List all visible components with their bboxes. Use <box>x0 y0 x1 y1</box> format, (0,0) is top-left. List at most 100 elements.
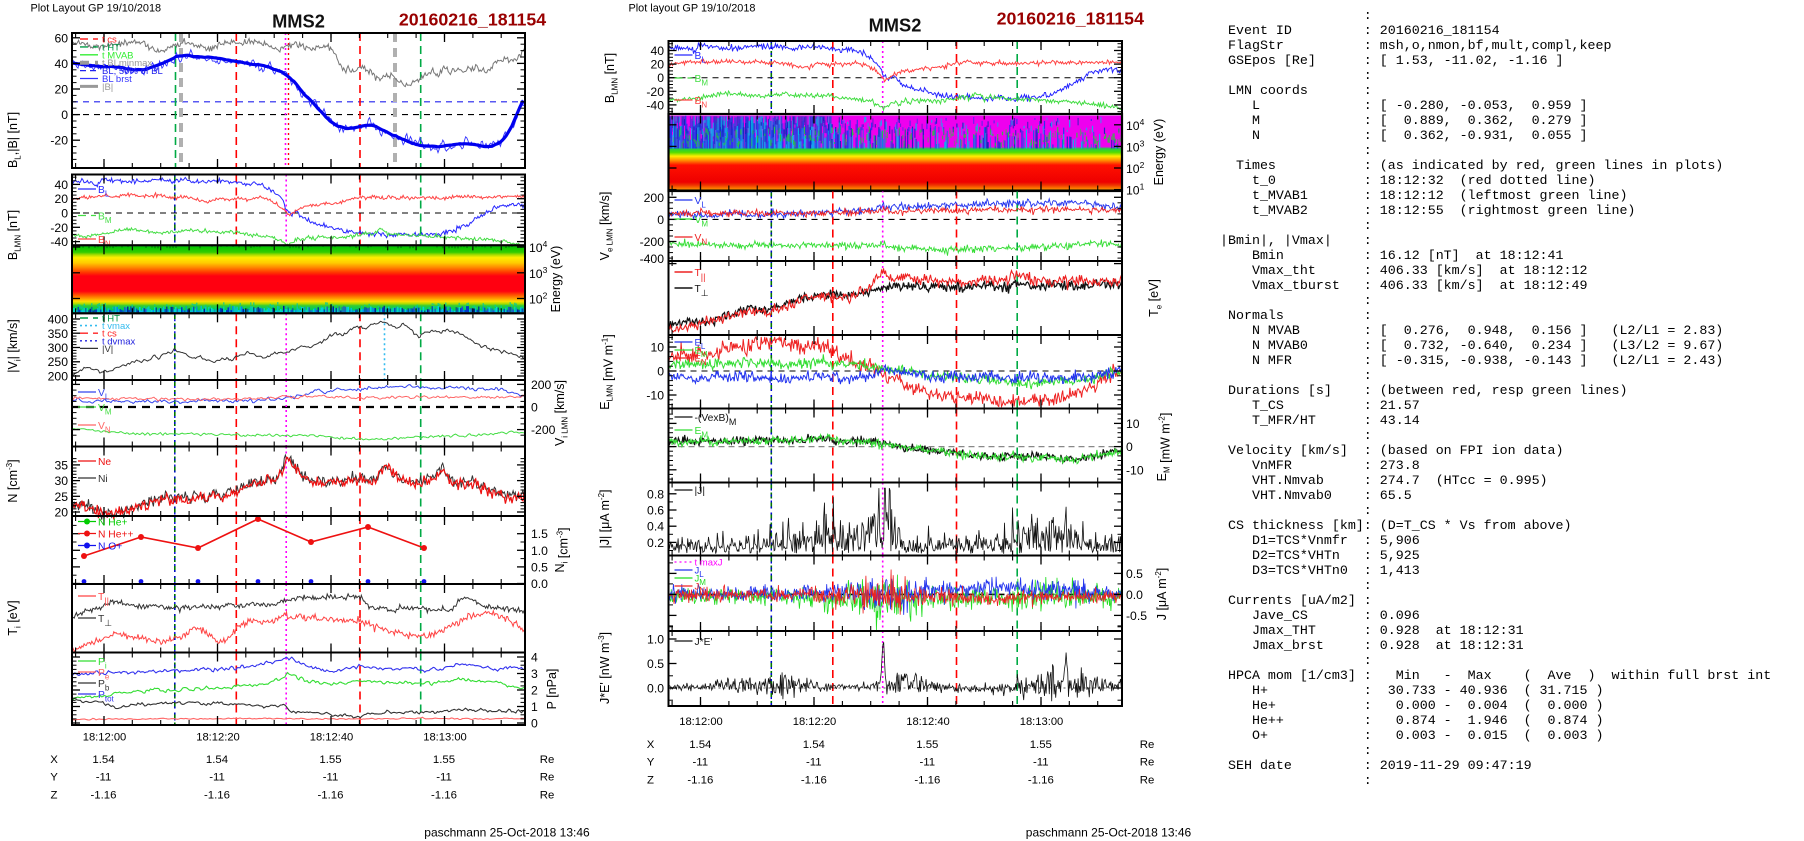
svg-text:t dvmax: t dvmax <box>102 336 136 347</box>
svg-text:0: 0 <box>1126 440 1133 454</box>
svg-text:Ne: Ne <box>98 457 111 468</box>
svg-text:20: 20 <box>54 506 68 520</box>
svg-text:10: 10 <box>1126 417 1140 431</box>
svg-text:-1.16: -1.16 <box>431 789 457 801</box>
svg-text:-40: -40 <box>50 235 68 249</box>
svg-text:N He+: N He+ <box>98 518 127 529</box>
svg-text:30: 30 <box>54 474 68 488</box>
svg-text:0: 0 <box>61 207 68 221</box>
svg-text:MMS2: MMS2 <box>869 15 922 36</box>
svg-text:-0.5: -0.5 <box>1126 609 1147 623</box>
svg-text:-40: -40 <box>646 98 664 112</box>
svg-text:20: 20 <box>54 83 68 97</box>
svg-text:EM [mW m-2]: EM [mW m-2] <box>1155 413 1173 482</box>
svg-text:18:12:00: 18:12:00 <box>679 716 723 728</box>
svg-text:X: X <box>50 754 58 766</box>
svg-text:-20: -20 <box>50 221 68 235</box>
svg-text:-1.16: -1.16 <box>914 774 940 786</box>
svg-text:400: 400 <box>48 313 69 327</box>
svg-text:Z: Z <box>647 774 654 786</box>
svg-text:T⊥: T⊥ <box>98 614 112 628</box>
svg-text:Re: Re <box>540 754 555 766</box>
svg-text:P [nPa]: P [nPa] <box>545 669 559 710</box>
svg-text:|Vi| [km/s]: |Vi| [km/s] <box>6 319 23 372</box>
svg-text:JN: JN <box>695 582 706 596</box>
svg-text:Plot Layout GP 19/10/2018: Plot Layout GP 19/10/2018 <box>31 3 162 15</box>
svg-text:0.4: 0.4 <box>647 520 664 534</box>
svg-text:T⊥: T⊥ <box>695 284 709 298</box>
svg-text:-(VexB)M: -(VexB)M <box>695 413 737 427</box>
svg-text:1.5: 1.5 <box>531 527 548 541</box>
svg-text:-20: -20 <box>646 85 664 99</box>
svg-text:Pi: Pi <box>98 657 107 671</box>
svg-text:-1.16: -1.16 <box>91 789 117 801</box>
svg-text:2: 2 <box>531 684 538 698</box>
svg-text:Pb: Pb <box>98 679 110 693</box>
svg-text:paschmann 25-Oct-2018 13:46: paschmann 25-Oct-2018 13:46 <box>424 826 590 840</box>
svg-text:-20: -20 <box>50 134 68 148</box>
svg-text:18:12:20: 18:12:20 <box>196 732 240 744</box>
svg-text:t MVAB: t MVAB <box>102 50 134 61</box>
svg-text:20: 20 <box>54 192 68 206</box>
svg-text:BL, 50% of BL: BL, 50% of BL <box>102 66 163 77</box>
svg-text:T||: T|| <box>695 268 706 282</box>
svg-text:40: 40 <box>650 44 664 58</box>
svg-text:40: 40 <box>54 178 68 192</box>
svg-text:1.0: 1.0 <box>531 544 548 558</box>
svg-text:JL: JL <box>695 566 705 580</box>
svg-text:-10: -10 <box>646 389 664 403</box>
svg-text:-11: -11 <box>209 772 225 784</box>
svg-text:t cs: t cs <box>102 329 117 340</box>
svg-text:18:12:20: 18:12:20 <box>793 716 837 728</box>
svg-text:Pe: Pe <box>98 668 110 682</box>
svg-text:0: 0 <box>657 71 664 85</box>
svg-text:J*E' [nW m-3]: J*E' [nW m-3] <box>597 632 612 704</box>
svg-text:-11: -11 <box>96 772 112 784</box>
svg-text:BL: BL <box>695 51 707 65</box>
svg-text:18:13:00: 18:13:00 <box>1020 716 1064 728</box>
svg-text:-1.16: -1.16 <box>1028 774 1054 786</box>
svg-text:1.54: 1.54 <box>92 754 114 766</box>
svg-text:18:12:40: 18:12:40 <box>906 716 950 728</box>
svg-text:18:12:40: 18:12:40 <box>310 732 354 744</box>
svg-text:BL brst: BL brst <box>102 74 132 85</box>
svg-text:-10: -10 <box>1126 463 1144 477</box>
svg-text:Plot layout GP 19/10/2018: Plot layout GP 19/10/2018 <box>629 3 756 15</box>
svg-text:|V|: |V| <box>102 344 113 355</box>
svg-text:-11: -11 <box>1033 757 1049 769</box>
svg-text:VL: VL <box>695 196 707 210</box>
svg-text:0.2: 0.2 <box>647 536 664 550</box>
svg-text:0.5: 0.5 <box>1126 567 1143 581</box>
svg-text:t BLminmax: t BLminmax <box>102 58 152 69</box>
svg-text:Ti [eV]: Ti [eV] <box>6 600 23 635</box>
svg-text:X: X <box>647 739 655 751</box>
svg-text:0.0: 0.0 <box>647 682 664 696</box>
svg-text:|B|: |B| <box>102 82 113 93</box>
svg-text:-11: -11 <box>806 757 822 769</box>
svg-text:1.55: 1.55 <box>1030 739 1052 751</box>
svg-text:-1.16: -1.16 <box>687 774 713 786</box>
svg-text:Ni [cm-3]: Ni [cm-3] <box>553 527 571 572</box>
svg-text:paschmann 25-Oct-2018 13:46: paschmann 25-Oct-2018 13:46 <box>1026 826 1192 840</box>
svg-text:1.54: 1.54 <box>689 739 711 751</box>
svg-text:10: 10 <box>650 341 664 355</box>
svg-text:20160216_181154: 20160216_181154 <box>997 9 1144 29</box>
svg-text:Re: Re <box>1140 757 1155 769</box>
svg-text:0: 0 <box>657 365 664 379</box>
svg-text:-1.16: -1.16 <box>801 774 827 786</box>
svg-text:20160216_181154: 20160216_181154 <box>399 10 546 30</box>
svg-text:18:13:00: 18:13:00 <box>423 732 467 744</box>
svg-text:Re: Re <box>1140 774 1155 786</box>
svg-text:EL: EL <box>695 338 706 352</box>
svg-text:-11: -11 <box>692 757 708 769</box>
svg-text:20: 20 <box>650 58 664 72</box>
svg-text:0: 0 <box>657 213 664 227</box>
svg-text:40: 40 <box>54 57 68 71</box>
svg-text:Y: Y <box>647 757 655 769</box>
svg-text:t HT: t HT <box>102 42 120 53</box>
svg-text:300: 300 <box>48 341 69 355</box>
svg-text:0.6: 0.6 <box>647 504 664 518</box>
svg-text:J*E': J*E' <box>695 637 713 648</box>
svg-text:BL,|B| [nT]: BL,|B| [nT] <box>6 112 23 168</box>
svg-text:-1.16: -1.16 <box>204 789 230 801</box>
